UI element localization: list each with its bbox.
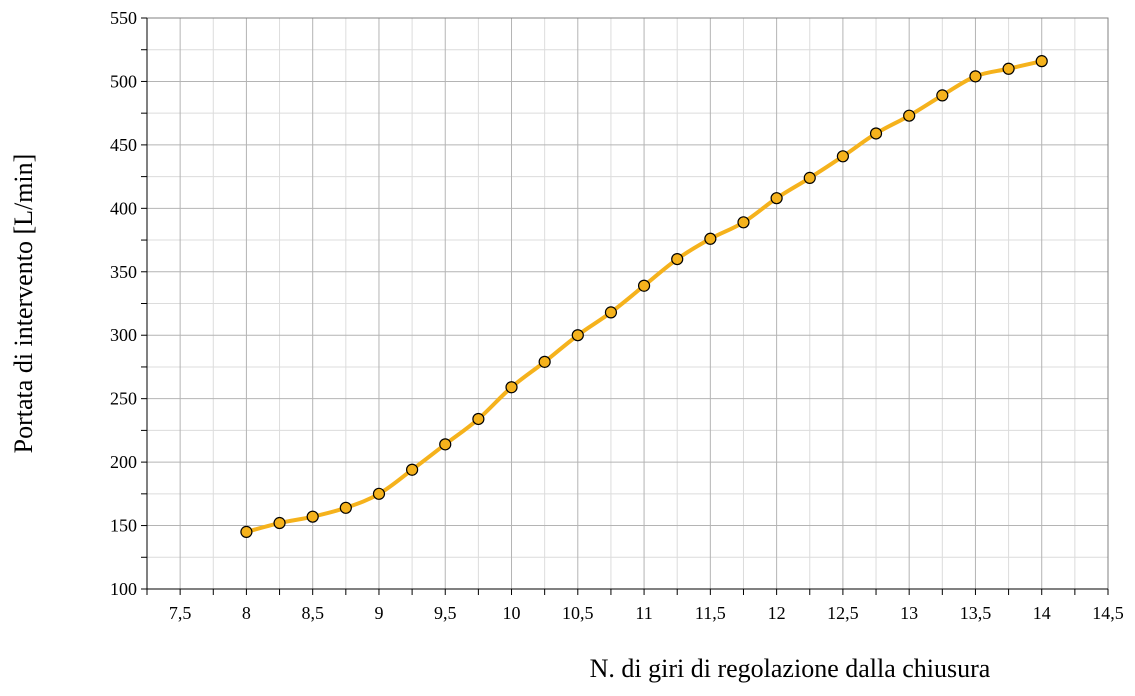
y-axis-ticks — [141, 17, 147, 590]
x-tick-label: 10,5 — [562, 603, 594, 623]
data-point — [1002, 62, 1015, 75]
data-point — [372, 487, 386, 500]
x-tick-label: 9 — [374, 603, 383, 623]
y-tick-label: 250 — [110, 389, 137, 409]
data-point — [439, 438, 452, 451]
x-tick-label: 14,5 — [1092, 603, 1124, 623]
y-tick-label: 400 — [110, 198, 137, 218]
x-tick-label: 11,5 — [695, 603, 726, 623]
data-point — [637, 279, 651, 292]
x-tick-label: 7,5 — [169, 603, 192, 623]
x-tick-label: 13,5 — [960, 603, 992, 623]
x-tick-label: 8,5 — [301, 603, 324, 623]
y-tick-label: 100 — [110, 579, 137, 599]
data-point — [1035, 55, 1048, 68]
x-tick-labels: 7,5 8 8,5 9 9,5 10 10,5 11 11,5 12 12,5 13 13,5 14 14,… — [169, 603, 1124, 623]
data-point — [505, 381, 518, 394]
data-point — [306, 510, 319, 523]
data-point — [538, 355, 551, 368]
y-axis-title: Portata di intervento [L/min] — [9, 154, 38, 454]
data-point — [604, 306, 618, 319]
x-tick-label: 13 — [900, 603, 918, 623]
data-point — [273, 516, 286, 530]
data-point — [406, 463, 419, 476]
x-axis-ticks — [146, 589, 1109, 595]
data-point — [836, 150, 849, 163]
data-point — [240, 525, 253, 539]
data-point — [770, 192, 783, 205]
x-tick-label: 12 — [768, 603, 786, 623]
y-tick-label: 150 — [110, 516, 137, 536]
y-tick-label: 500 — [110, 71, 137, 91]
x-tick-label: 10 — [503, 603, 521, 623]
x-tick-label: 11 — [635, 603, 652, 623]
data-point — [704, 232, 717, 245]
x-axis-title: N. di giri di regolazione dalla chiusura — [590, 654, 991, 683]
data-point — [936, 89, 949, 102]
data-point — [903, 109, 916, 122]
data-point — [571, 329, 584, 342]
data-point — [339, 501, 352, 514]
data-point — [671, 252, 684, 266]
y-tick-label: 350 — [110, 262, 137, 282]
y-tick-label: 300 — [110, 325, 137, 345]
series-markers — [240, 55, 1048, 539]
x-tick-label: 14 — [1033, 603, 1051, 623]
x-tick-label: 9,5 — [434, 603, 457, 623]
data-point — [737, 216, 750, 229]
y-tick-label: 550 — [110, 8, 137, 28]
y-tick-label: 450 — [110, 135, 137, 155]
data-point — [803, 171, 816, 184]
data-point — [869, 127, 883, 140]
data-point — [969, 70, 982, 83]
data-point — [472, 412, 485, 426]
y-tick-label: 200 — [110, 452, 137, 472]
y-tick-labels: 100 150 200 250 300 350 400 450 500 550 — [110, 8, 137, 599]
grid-minor — [146, 18, 1108, 589]
x-tick-label: 8 — [242, 603, 251, 623]
x-tick-label: 12,5 — [827, 603, 859, 623]
